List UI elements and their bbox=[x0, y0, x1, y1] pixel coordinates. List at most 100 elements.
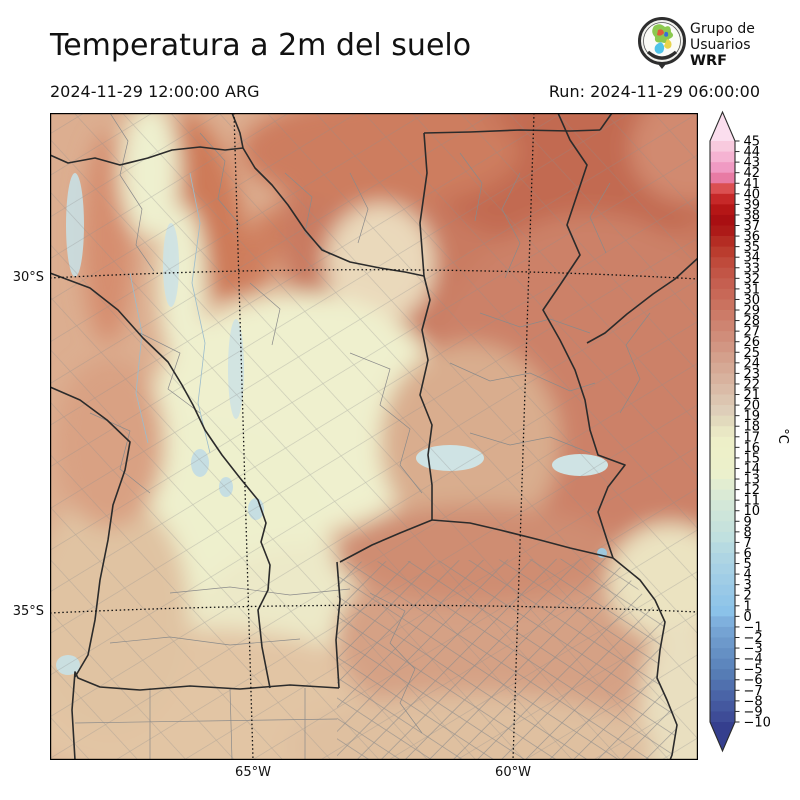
colorbar-tick-label: −5 bbox=[744, 663, 763, 678]
colorbar-under-arrow bbox=[710, 722, 735, 751]
colorbar-tick-label: 26 bbox=[744, 335, 761, 350]
colorbar-segment bbox=[710, 542, 735, 554]
colorbar-segment bbox=[710, 584, 735, 596]
yaxis-tick-30S: 30°S bbox=[12, 270, 44, 285]
colorbar-tick-label: 25 bbox=[744, 346, 761, 361]
colorbar-tick-label: 33 bbox=[744, 261, 761, 276]
colorbar-segment bbox=[710, 489, 735, 501]
colorbar-segment bbox=[710, 500, 735, 512]
colorbar-tick-label: 44 bbox=[744, 145, 761, 160]
colorbar-segment bbox=[710, 637, 735, 649]
colorbar-segment bbox=[710, 436, 735, 448]
colorbar-tick-label: 9 bbox=[744, 515, 752, 530]
colorbar-segment bbox=[710, 457, 735, 469]
colorbar-segment bbox=[710, 690, 735, 702]
colorbar-tick-label: −8 bbox=[744, 694, 763, 709]
colorbar-unit-label: °C bbox=[775, 428, 790, 444]
colorbar-over-arrow bbox=[710, 112, 735, 141]
colorbar-tick-label: 41 bbox=[744, 177, 761, 192]
colorbar-tick-label: −7 bbox=[744, 684, 763, 699]
colorbar-tick-label: −10 bbox=[744, 716, 771, 731]
department-borders bbox=[74, 113, 651, 760]
colorbar-segment bbox=[710, 479, 735, 490]
colorbar-segment bbox=[710, 383, 735, 395]
yaxis-tick-35S: 35°S bbox=[12, 604, 44, 619]
map-frame bbox=[50, 113, 698, 760]
colorbar-segment bbox=[710, 141, 735, 152]
colorbar-tick-label: 32 bbox=[744, 272, 761, 287]
colorbar-segment bbox=[710, 183, 735, 195]
colorbar-segment bbox=[710, 257, 735, 269]
logo-text-line2: Usuarios bbox=[690, 37, 751, 53]
colorbar-segment bbox=[710, 510, 735, 522]
colorbar-tick-label: 3 bbox=[744, 578, 752, 593]
colorbar-tick-label: 13 bbox=[744, 473, 761, 488]
colorbar-tick-label: 21 bbox=[744, 388, 761, 403]
run-time-label: Run: 2024-11-29 06:00:00 bbox=[548, 82, 760, 101]
colorbar-tick-label: 35 bbox=[744, 240, 761, 255]
colorbar-segment bbox=[710, 236, 735, 247]
colorbar-segment bbox=[710, 151, 735, 163]
colorbar-tick-label: 16 bbox=[744, 441, 761, 456]
colorbar-tick-label: 10 bbox=[744, 504, 761, 519]
colorbar-tick-label: 17 bbox=[744, 430, 761, 445]
xaxis-tick-65W: 65°W bbox=[235, 765, 271, 780]
colorbar-segment bbox=[710, 531, 735, 543]
page-title: Temperatura a 2m del suelo bbox=[50, 28, 472, 63]
colorbar-tick-label: 5 bbox=[744, 557, 752, 572]
colorbar-segment bbox=[710, 521, 735, 533]
colorbar-segment bbox=[710, 362, 735, 374]
colorbar-tick-label: 12 bbox=[744, 483, 761, 498]
colorbar-tick-label: 30 bbox=[744, 293, 761, 308]
colorbar-segment bbox=[710, 320, 735, 332]
colorbar-tick-label: 27 bbox=[744, 325, 761, 340]
map-canvas bbox=[50, 113, 698, 760]
colorbar-tick-label: 38 bbox=[744, 208, 761, 223]
colorbar-segment bbox=[710, 394, 735, 406]
colorbar-segment bbox=[710, 563, 735, 575]
colorbar-tick-label: 18 bbox=[744, 420, 761, 435]
colorbar-tick-label: 22 bbox=[744, 377, 761, 392]
colorbar-segment bbox=[710, 700, 735, 712]
valid-time-label: 2024-11-29 12:00:00 ARG bbox=[50, 82, 260, 101]
colorbar-segment bbox=[710, 193, 735, 205]
colorbar-segment bbox=[710, 616, 735, 628]
colorbar-tick-label: 6 bbox=[744, 546, 752, 561]
colorbar-tick-label: 23 bbox=[744, 367, 761, 382]
colorbar-tick-label: −2 bbox=[744, 631, 763, 646]
colorbar-tick-label: 20 bbox=[744, 399, 761, 414]
colorbar-segment bbox=[710, 405, 735, 417]
colorbar-segment bbox=[710, 415, 735, 427]
colorbar-tick-label: 42 bbox=[744, 166, 761, 181]
colorbar-segment bbox=[710, 711, 735, 723]
colorbar-segment bbox=[710, 310, 735, 321]
colorbar-tick-label: 31 bbox=[744, 282, 761, 297]
temperature-map bbox=[50, 113, 698, 760]
logo-text-line1: Grupo de bbox=[690, 21, 755, 37]
colorbar-tick-label: 1 bbox=[744, 599, 752, 614]
colorbar-segment bbox=[710, 299, 735, 311]
colorbar-tick-label: 8 bbox=[744, 525, 752, 540]
colorbar-tick-label: 15 bbox=[744, 451, 761, 466]
colorbar-tick-label: 11 bbox=[744, 494, 761, 509]
colorbar-segment bbox=[710, 288, 735, 300]
colorbar-tick-label: 37 bbox=[744, 219, 761, 234]
colorbar-tick-label: 40 bbox=[744, 187, 761, 202]
graticule bbox=[50, 113, 698, 760]
colorbar-segment bbox=[710, 595, 735, 607]
colorbar-canvas: 4544434241403938373635343332313029282726… bbox=[709, 110, 790, 753]
logo-text-line3: WRF bbox=[690, 53, 727, 69]
colorbar-tick-label: 19 bbox=[744, 409, 761, 424]
colorbar-segment bbox=[710, 162, 735, 174]
colorbar-segment bbox=[710, 267, 735, 279]
colorbar-segment bbox=[710, 352, 735, 364]
colorbar-segment bbox=[710, 426, 735, 438]
colorbar-segment bbox=[710, 626, 735, 638]
colorbar-tick-label: 24 bbox=[744, 356, 761, 371]
colorbar-tick-label: −3 bbox=[744, 642, 763, 657]
colorbar-segment bbox=[710, 447, 735, 459]
colorbar-tick-label: −1 bbox=[744, 620, 763, 635]
colorbar-tick-label: 28 bbox=[744, 314, 761, 329]
colorbar-segment bbox=[710, 574, 735, 586]
logo-globe-icon: Grupo de Usuarios WRF bbox=[638, 17, 755, 69]
